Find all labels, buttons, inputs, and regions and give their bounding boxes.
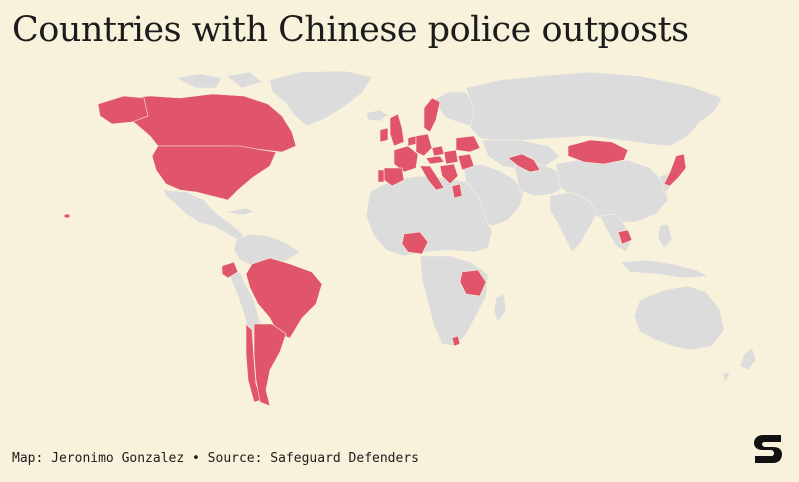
united-states-shape (151, 145, 277, 201)
india-shape (549, 191, 599, 253)
uzbekistan-shape (507, 153, 541, 173)
safeguard-s-logo-icon (754, 435, 782, 463)
caribbean-shape (225, 207, 255, 216)
austria-shape (425, 155, 445, 165)
cambodia-shape (617, 229, 633, 245)
arctic-islands-shape (175, 71, 263, 89)
united-kingdom-shape (389, 113, 405, 147)
balkans-shape (439, 163, 459, 185)
map-credit: Map: Jeronimo Gonzalez • Source: Safegua… (12, 451, 419, 466)
sweden-shape (423, 97, 441, 133)
canada-shape (109, 93, 297, 153)
nigeria-shape (401, 231, 429, 255)
mexico-central-america-shape (162, 189, 245, 241)
tanzania-shape (459, 269, 487, 297)
highlighted-countries-layer (63, 93, 687, 407)
greenland-shape (269, 70, 373, 127)
iceland-shape (365, 109, 389, 122)
ecuador-shape (221, 261, 239, 279)
lesotho-shape (451, 335, 461, 347)
map-title: Countries with Chinese police outposts (12, 10, 689, 50)
ukraine-shape (455, 135, 481, 153)
new-zealand-shape (721, 347, 757, 383)
romania-shape (457, 153, 475, 171)
iran-afghanistan-shape (513, 163, 567, 197)
greece-shape (451, 183, 463, 199)
italy-shape (419, 165, 445, 191)
portugal-shape (377, 169, 385, 183)
netherlands-shape (407, 135, 417, 147)
madagascar-shape (493, 293, 507, 323)
indonesia-shape (619, 259, 710, 279)
ireland-shape (379, 127, 389, 143)
germany-shape (415, 133, 433, 157)
hungary-slovakia-shape (443, 149, 459, 165)
japan-shape (663, 153, 687, 187)
brazil-shape (245, 257, 323, 339)
russia-shape (465, 71, 723, 147)
czech-shape (431, 145, 445, 157)
world-map (63, 70, 757, 407)
philippines-shape (657, 223, 673, 249)
mongolia-shape (567, 139, 629, 165)
africa-south-shape (419, 255, 489, 347)
hawaii-shape (63, 213, 71, 219)
argentina-shape (253, 323, 287, 407)
australia-shape (633, 285, 725, 351)
alaska-shape (97, 95, 149, 125)
